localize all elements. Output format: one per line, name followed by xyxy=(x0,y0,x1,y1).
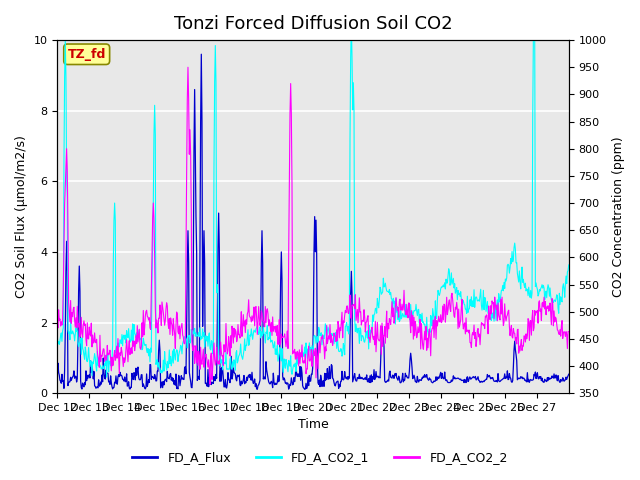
X-axis label: Time: Time xyxy=(298,419,328,432)
Text: TZ_fd: TZ_fd xyxy=(67,48,106,61)
Legend: FD_A_Flux, FD_A_CO2_1, FD_A_CO2_2: FD_A_Flux, FD_A_CO2_1, FD_A_CO2_2 xyxy=(127,446,513,469)
Y-axis label: CO2 Concentration (ppm): CO2 Concentration (ppm) xyxy=(612,136,625,297)
Title: Tonzi Forced Diffusion Soil CO2: Tonzi Forced Diffusion Soil CO2 xyxy=(173,15,452,33)
Y-axis label: CO2 Soil Flux (μmol/m2/s): CO2 Soil Flux (μmol/m2/s) xyxy=(15,135,28,298)
